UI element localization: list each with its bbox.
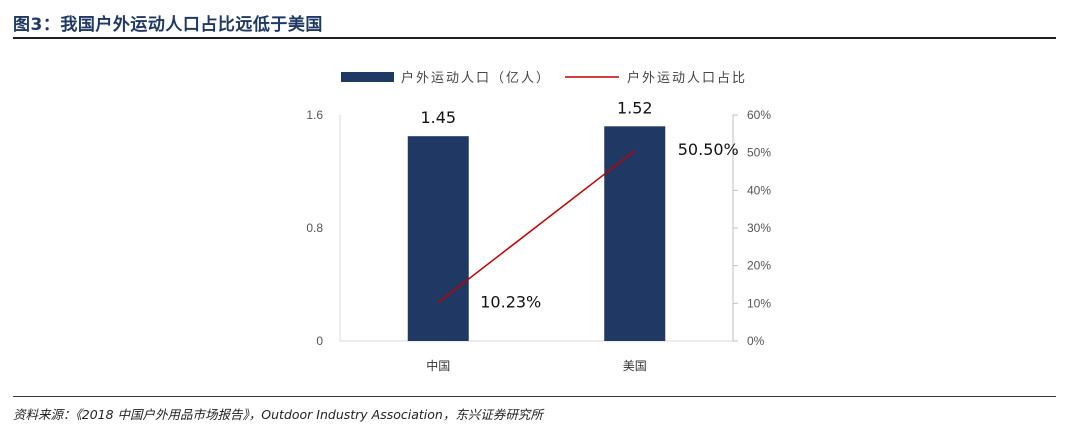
title-divider [13,37,1056,39]
y-right-tick-label: 0% [747,334,765,348]
legend-swatch-bar [341,72,394,82]
y-right-tick-label: 30% [747,221,771,235]
legend-label-bar: 户外运动人口（亿人） [401,70,551,86]
footer-divider [13,396,1056,397]
y-left-tick-label: 0 [316,334,323,348]
plot-area: 0 0.8 1.6 0% 10% 20% 30% 40% 50% 60% 1.45 1.52 中国 美国 1… [306,98,771,373]
bar-data-label: 1.52 [617,98,653,117]
y-left-tick-label: 0.8 [306,221,323,235]
chart: 户外运动人口（亿人） 户外运动人口占比 0 0.8 1.6 0% 10% 20% 30% 40%… [306,70,771,373]
bar [604,126,666,341]
legend-label-line: 户外运动人口占比 [627,70,747,86]
figure-title: 图3：我国户外运动人口占比远低于美国 [13,15,323,35]
y-right-tick-label: 40% [747,183,771,197]
source-note: 资料来源：《2018 中国户外用品市场报告》，Outdoor Industry … [13,407,543,422]
x-tick-label: 美国 [623,359,647,373]
y-right-tick-label: 60% [747,108,771,122]
bar [407,136,469,341]
bar-data-label: 1.45 [420,108,456,127]
line-data-label: 10.23% [480,292,541,311]
y-right-tick-label: 50% [747,146,771,160]
series-line [437,150,636,304]
y-left-tick-label: 1.6 [306,108,323,122]
y-right-tick-label: 20% [747,259,771,273]
legend: 户外运动人口（亿人） 户外运动人口占比 [341,70,747,86]
line-data-label: 50.50% [678,140,739,159]
y-right-tick-label: 10% [747,296,771,310]
x-tick-label: 中国 [426,358,450,373]
